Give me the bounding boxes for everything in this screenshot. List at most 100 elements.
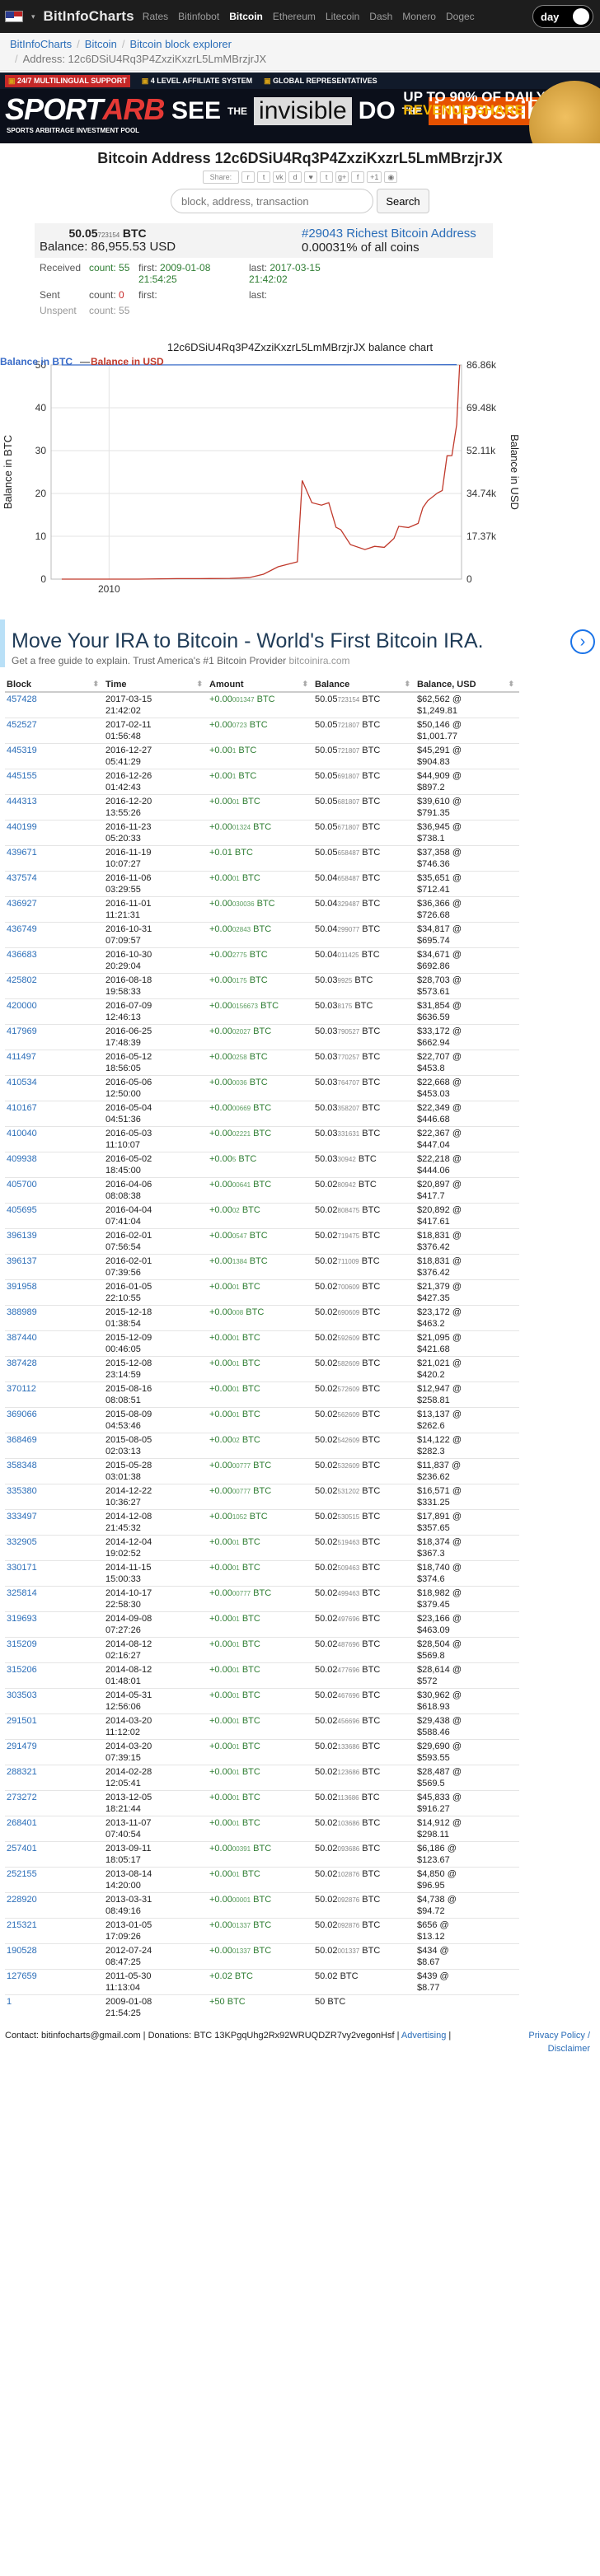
block-link[interactable]: 319693	[7, 1614, 37, 1624]
block-link[interactable]: 257401	[7, 1844, 37, 1854]
theme-toggle[interactable]: day	[532, 5, 593, 28]
tumblr-icon[interactable]: t	[320, 171, 334, 183]
block-link[interactable]: 315209	[7, 1639, 37, 1649]
block-link[interactable]: 228920	[7, 1895, 37, 1905]
block-link[interactable]: 409938	[7, 1154, 37, 1164]
digg-icon[interactable]: d	[288, 171, 302, 183]
block-link[interactable]: 396139	[7, 1231, 37, 1241]
row-balance: 50.04	[315, 950, 338, 960]
block-link[interactable]: 333497	[7, 1512, 37, 1522]
bitcoin-ira-ad[interactable]: Move Your IRA to Bitcoin - World's First…	[0, 619, 600, 667]
sent-count: 0	[119, 289, 124, 301]
block-link[interactable]: 410534	[7, 1078, 37, 1087]
brand-logo[interactable]: BitInfoCharts	[43, 8, 134, 24]
block-link[interactable]: 252155	[7, 1869, 37, 1879]
breadcrumb-bitcoin[interactable]: Bitcoin	[84, 38, 117, 50]
tx-amount-small: 02027	[232, 1028, 251, 1036]
nav-link-litecoin[interactable]: Litecoin	[325, 11, 360, 22]
block-link[interactable]: 369066	[7, 1410, 37, 1419]
block-link[interactable]: 325814	[7, 1588, 37, 1598]
google-plus-icon[interactable]: g+	[335, 171, 349, 183]
block-link[interactable]: 332905	[7, 1537, 37, 1547]
facebook-icon[interactable]: f	[351, 171, 365, 183]
block-link[interactable]: 387428	[7, 1358, 37, 1368]
block-link[interactable]: 420000	[7, 1001, 37, 1011]
language-dropdown-chevron-icon[interactable]: ▾	[31, 12, 35, 21]
disclaimer-link[interactable]: Disclaimer	[547, 2043, 590, 2054]
reddit-icon[interactable]: r	[241, 171, 255, 183]
tx-time: 11:13:04	[105, 1983, 141, 1993]
block-link[interactable]: 436749	[7, 924, 37, 934]
search-input[interactable]	[171, 189, 373, 213]
block-link[interactable]: 437574	[7, 873, 37, 883]
block-link[interactable]: 388989	[7, 1307, 37, 1317]
column-header-time[interactable]: Time	[104, 677, 208, 693]
nav-link-monero[interactable]: Monero	[402, 11, 436, 22]
like-icon[interactable]: ♥	[304, 171, 318, 183]
block-link[interactable]: 291501	[7, 1716, 37, 1726]
sportarb-ad-banner[interactable]: 24/7 MULTILINGUAL SUPPORT 4 LEVEL AFFILI…	[0, 72, 600, 143]
advertising-link[interactable]: Advertising	[401, 2030, 447, 2041]
block-link[interactable]: 268401	[7, 1818, 37, 1828]
block-link[interactable]: 273272	[7, 1793, 37, 1802]
nav-link-bitinfobot[interactable]: Bitinfobot	[178, 11, 220, 22]
block-link[interactable]: 445155	[7, 771, 37, 781]
breadcrumb-home[interactable]: BitInfoCharts	[10, 38, 73, 50]
search-button[interactable]: Search	[377, 189, 429, 213]
block-link[interactable]: 452527	[7, 720, 37, 730]
block-link[interactable]: 444313	[7, 797, 37, 806]
block-link[interactable]: 405695	[7, 1205, 37, 1215]
block-link[interactable]: 291479	[7, 1741, 37, 1751]
block-link[interactable]: 368469	[7, 1435, 37, 1445]
block-link[interactable]: 370112	[7, 1384, 36, 1394]
block-link[interactable]: 127659	[7, 1971, 37, 1981]
nav-link-dash[interactable]: Dash	[369, 11, 393, 22]
block-link[interactable]: 439671	[7, 848, 37, 858]
block-link[interactable]: 425802	[7, 975, 37, 985]
block-link[interactable]: 330171	[7, 1563, 37, 1573]
block-link[interactable]: 190528	[7, 1946, 37, 1956]
block-link[interactable]: 405700	[7, 1180, 37, 1190]
column-header-balance[interactable]: Balance	[313, 677, 415, 693]
block-link[interactable]: 436927	[7, 899, 37, 909]
nav-link-dogec[interactable]: Dogec	[445, 11, 475, 22]
block-link[interactable]: 387440	[7, 1333, 37, 1343]
row-usd-rate: $593.55	[417, 1753, 450, 1763]
plus-one-button[interactable]: +1	[367, 171, 382, 183]
ira-ad-title[interactable]: Move Your IRA to Bitcoin - World's First…	[12, 629, 484, 652]
block-link[interactable]: 445319	[7, 746, 37, 755]
tx-amount-unit: BTC	[249, 950, 268, 960]
block-link[interactable]: 215321	[7, 1920, 37, 1930]
block-link[interactable]: 396137	[7, 1256, 37, 1266]
block-link[interactable]: 410167	[7, 1103, 37, 1113]
block-link[interactable]: 457428	[7, 694, 37, 704]
row-balance-small: 477696	[337, 1667, 360, 1674]
block-link[interactable]: 335380	[7, 1486, 37, 1496]
block-link[interactable]: 288321	[7, 1767, 37, 1777]
block-link[interactable]: 358348	[7, 1461, 37, 1470]
twitter-icon[interactable]: t	[257, 171, 271, 183]
block-link[interactable]: 303503	[7, 1690, 37, 1700]
block-link[interactable]: 391958	[7, 1282, 37, 1292]
column-header-balance-usd[interactable]: Balance, USD	[415, 677, 519, 693]
block-link[interactable]: 315206	[7, 1665, 37, 1675]
chevron-right-icon[interactable]: ›	[570, 629, 595, 654]
tx-date: 2014-02-28	[105, 1767, 152, 1777]
rss-icon[interactable]: ◉	[384, 171, 398, 183]
us-flag-icon[interactable]	[5, 11, 23, 22]
breadcrumb-explorer[interactable]: Bitcoin block explorer	[129, 38, 232, 50]
privacy-link[interactable]: Privacy Policy /	[528, 2030, 590, 2041]
column-header-block[interactable]: Block	[5, 677, 104, 693]
block-link[interactable]: 417969	[7, 1026, 37, 1036]
richest-rank-link[interactable]: #29043 Richest Bitcoin Address	[302, 227, 476, 241]
block-link[interactable]: 410040	[7, 1129, 37, 1138]
column-header-amount[interactable]: Amount	[208, 677, 313, 693]
block-link[interactable]: 411497	[7, 1052, 36, 1062]
block-link[interactable]: 1	[7, 1997, 12, 2007]
block-link[interactable]: 440199	[7, 822, 37, 832]
vk-icon[interactable]: vk	[273, 171, 287, 183]
nav-link-rates[interactable]: Rates	[142, 11, 169, 22]
block-link[interactable]: 436683	[7, 950, 37, 960]
nav-link-ethereum[interactable]: Ethereum	[272, 11, 316, 22]
nav-link-bitcoin[interactable]: Bitcoin	[229, 11, 263, 22]
